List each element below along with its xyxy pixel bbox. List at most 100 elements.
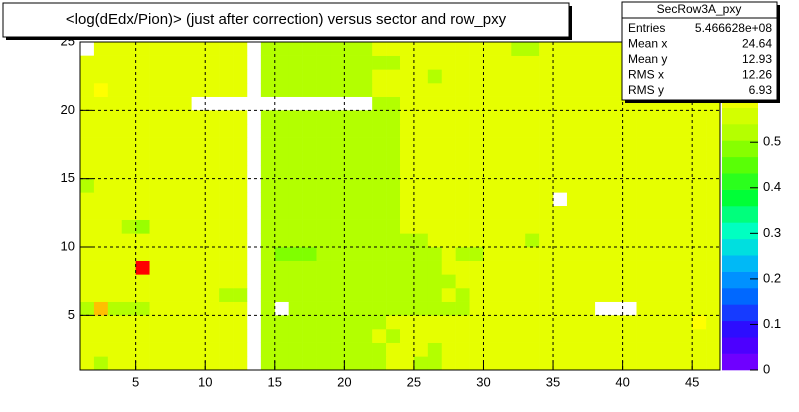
- heat-cell: [469, 83, 484, 97]
- heat-cell: [205, 301, 220, 316]
- heat-cell: [580, 151, 596, 166]
- heat-cell: [580, 274, 596, 289]
- heat-cell: [580, 55, 596, 70]
- heat-cell: [650, 356, 665, 371]
- heat-cell: [553, 96, 568, 111]
- heat-cell: [525, 42, 540, 56]
- heat-cell: [330, 83, 345, 97]
- heat-cell: [664, 165, 679, 179]
- heat-cell: [594, 315, 609, 330]
- heat-cell: [636, 247, 651, 261]
- heat-cell: [566, 83, 582, 97]
- heat-cell: [469, 247, 484, 261]
- heat-cell: [608, 260, 623, 275]
- heat-cell: [525, 96, 540, 111]
- heat-cell: [358, 247, 373, 261]
- heat-cell: [191, 151, 206, 166]
- heat-cell: [469, 274, 484, 289]
- heat-cell: [107, 137, 123, 152]
- heat-cell: [372, 301, 387, 316]
- heat-cell: [135, 96, 150, 111]
- heat-cell: [678, 342, 693, 357]
- heat-cell: [163, 356, 178, 371]
- heat-cell: [163, 96, 178, 111]
- heat-cell: [539, 315, 554, 330]
- heat-cell: [372, 233, 387, 248]
- stats-title: SecRow3A_pxy: [657, 2, 742, 16]
- heat-cell: [177, 151, 192, 166]
- heat-cell: [302, 288, 317, 302]
- heat-cell: [622, 178, 637, 193]
- heat-cell: [177, 233, 192, 248]
- heat-cell: [260, 55, 276, 70]
- heat-cell: [455, 83, 470, 97]
- heat-cell: [553, 219, 568, 234]
- heat-cell: [608, 219, 623, 234]
- heat-cell: [706, 165, 721, 179]
- heat-cell: [358, 110, 373, 125]
- heat-cell: [316, 274, 331, 289]
- heat-cell: [622, 356, 637, 371]
- heat-cell: [205, 274, 220, 289]
- heat-cell: [400, 342, 415, 357]
- heat-cell: [692, 247, 707, 261]
- heat-cell: [177, 110, 192, 125]
- heat-cell: [650, 301, 665, 316]
- heat-cell: [539, 137, 554, 152]
- heat-cell: [358, 342, 373, 357]
- heat-cell: [650, 137, 665, 152]
- heat-cell: [497, 83, 512, 97]
- heat-cell: [511, 356, 526, 371]
- heat-cell: [413, 342, 429, 357]
- heat-cell: [706, 178, 721, 193]
- heat-cell: [636, 192, 651, 207]
- heat-cell: [233, 83, 248, 97]
- stats-box: SecRow3A_pxy Entries 5.466628e+08 Mean x 24…: [621, 1, 780, 103]
- heat-cell: [566, 137, 582, 152]
- heat-cell: [511, 260, 526, 275]
- heat-cell: [219, 233, 234, 248]
- heat-cell: [497, 233, 512, 248]
- heat-cell: [664, 233, 679, 248]
- heat-cell: [330, 219, 345, 234]
- heat-cell: [539, 342, 554, 357]
- heat-cell: [121, 55, 136, 70]
- heat-cell: [427, 260, 443, 275]
- heat-cell: [469, 42, 484, 56]
- heat-cell: [594, 110, 609, 125]
- heat-cell: [525, 151, 540, 166]
- heat-cell: [511, 124, 526, 138]
- heat-cell: [566, 247, 582, 261]
- heat-cell: [163, 69, 178, 84]
- heat-cell: [219, 124, 234, 138]
- heat-cell: [441, 151, 456, 166]
- heat-cell: [80, 315, 95, 330]
- heat-cell: [580, 124, 596, 138]
- heat-cell: [525, 301, 540, 316]
- heat-cell: [692, 124, 707, 138]
- heat-cell: [80, 301, 95, 316]
- heat-cell: [121, 342, 136, 357]
- heat-cell: [107, 178, 123, 193]
- heat-cell: [93, 137, 109, 152]
- heat-cell: [233, 165, 248, 179]
- heat-cell: [400, 274, 415, 289]
- heat-cell: [553, 55, 568, 70]
- heat-cell: [205, 219, 220, 234]
- heat-cell: [233, 288, 248, 302]
- heat-cell: [121, 260, 136, 275]
- heat-cell: [525, 165, 540, 179]
- heat-cell: [344, 356, 359, 371]
- heat-cell: [511, 96, 526, 111]
- heat-cell: [330, 274, 345, 289]
- heat-cell: [344, 301, 359, 316]
- heat-cell: [553, 233, 568, 248]
- heat-cell: [93, 165, 109, 179]
- heat-cell: [525, 124, 540, 138]
- heat-cell: [358, 151, 373, 166]
- heat-cell: [386, 315, 401, 330]
- heat-cell: [706, 110, 721, 125]
- heat-cell: [678, 206, 693, 220]
- heat-cell: [93, 356, 109, 371]
- palette-box: [722, 189, 758, 207]
